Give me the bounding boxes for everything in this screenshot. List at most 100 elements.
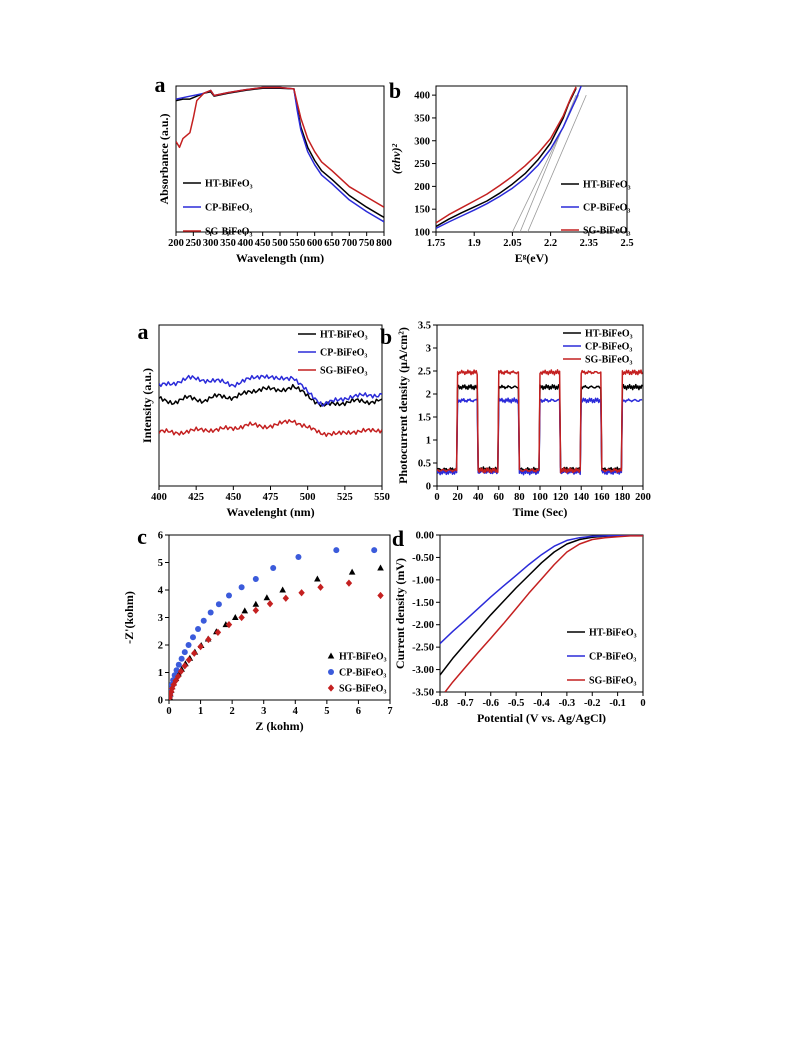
y-axis-label: -Z'(kohm) <box>122 591 136 644</box>
plot-frame <box>439 534 644 693</box>
x-tick-label: 140 <box>573 492 589 503</box>
plot-area <box>436 86 587 232</box>
legend-label: SG-BiFeO₃ <box>339 684 386 695</box>
x-tick-label: 750 <box>359 238 375 249</box>
panel-label: a <box>138 319 149 344</box>
legend-label: SG-BiFeO₃ <box>205 227 252 238</box>
y-tick-label: -3.50 <box>412 688 434 699</box>
x-tick-label: 650 <box>324 238 340 249</box>
legend-label: HT-BiFeO₃ <box>320 330 368 341</box>
x-tick-label: 7 <box>387 706 392 717</box>
y-tick-label: 200 <box>414 182 430 193</box>
y-tick-label: 0 <box>426 482 431 493</box>
x-tick-label: -0.4 <box>533 698 550 709</box>
data-point <box>215 601 222 608</box>
x-tick-label: 0 <box>434 492 439 503</box>
x-axis-label: Eᵍ(eV) <box>515 251 549 265</box>
x-tick-label: 3 <box>261 706 266 717</box>
x-tick-label: 2.2 <box>544 238 557 249</box>
data-point <box>241 607 249 614</box>
panel-label: b <box>380 324 392 349</box>
y-axis-label: Absorbance (a.u.) <box>157 113 171 204</box>
data-point <box>178 655 185 662</box>
series-line <box>437 369 643 474</box>
series-line <box>159 374 382 407</box>
x-tick-label: 250 <box>185 238 201 249</box>
x-tick-label: 350 <box>220 238 236 249</box>
y-tick-label: 6 <box>158 531 163 542</box>
legend-label: SG-BiFeO₃ <box>320 366 367 377</box>
x-tick-label: 400 <box>151 492 167 503</box>
x-axis-label: Z (kohm) <box>255 719 303 733</box>
data-point <box>175 661 182 668</box>
chart-pl: 400 425 450 475 500 525 550 Wavelenght (nm) Inte… <box>138 319 390 519</box>
legend-label: CP-BiFeO₃ <box>205 203 252 214</box>
legend-label: HT-BiFeO₃ <box>583 180 631 191</box>
legend-label: CP-BiFeO₃ <box>585 342 632 353</box>
y-tick-label: 400 <box>414 91 430 102</box>
y-tick-label: 2 <box>158 641 163 652</box>
y-axis-label: Photocurrent density (μA/cm²) <box>396 327 410 484</box>
x-tick-label: -0.3 <box>559 698 576 709</box>
x-tick-label: 500 <box>300 492 316 503</box>
x-tick-label: 400 <box>237 238 253 249</box>
x-tick-label: 550 <box>289 238 305 249</box>
plot-area <box>169 547 384 700</box>
legend-label: HT-BiFeO₃ <box>589 628 637 639</box>
data-point <box>185 642 192 648</box>
data-point <box>225 621 233 629</box>
y-tick-label: 350 <box>414 113 430 124</box>
panel-label: a <box>155 72 166 97</box>
y-tick-label: 2 <box>426 390 431 401</box>
data-point <box>377 564 384 571</box>
data-point <box>333 547 340 554</box>
x-axis-label: Time (Sec) <box>513 505 568 519</box>
plot-area <box>440 535 643 692</box>
plot-area <box>437 369 643 476</box>
x-axis-label: Potential (V vs. Ag/AgCl) <box>477 711 606 725</box>
y-tick-label: -2.00 <box>412 620 434 631</box>
x-tick-label: 40 <box>473 492 484 503</box>
x-tick-label: 180 <box>615 492 631 503</box>
x-tick-label: 450 <box>225 492 241 503</box>
x-tick-label: 2.5 <box>620 238 633 249</box>
y-tick-label: 3 <box>158 613 163 624</box>
x-axis-label: Wavelength (nm) <box>236 251 324 265</box>
data-point <box>172 677 179 685</box>
x-tick-label: 160 <box>594 492 610 503</box>
x-tick-label: 525 <box>337 492 353 503</box>
y-tick-label: -3.00 <box>412 665 434 676</box>
y-tick-label: -1.00 <box>412 575 434 586</box>
y-tick-label: 1 <box>426 436 431 447</box>
x-tick-label: 1.75 <box>427 238 445 249</box>
x-tick-label: -0.5 <box>508 698 525 709</box>
data-point <box>377 591 384 600</box>
data-point <box>225 592 232 599</box>
plot-frame <box>435 85 628 233</box>
y-tick-label: 100 <box>414 228 430 239</box>
data-point <box>252 600 260 607</box>
x-tick-label: 5 <box>324 706 329 717</box>
legend-label: CP-BiFeO₃ <box>339 668 386 679</box>
x-tick-label: -0.1 <box>609 698 626 709</box>
x-tick-label: 120 <box>553 492 569 503</box>
plot-area <box>176 86 384 223</box>
x-tick-label: -0.2 <box>584 698 601 709</box>
legend-label: SG-BiFeO₃ <box>583 226 630 237</box>
x-tick-label: 0 <box>166 706 171 717</box>
data-point <box>185 656 193 664</box>
legend-label: CP-BiFeO₃ <box>583 203 630 214</box>
data-point <box>317 583 324 591</box>
series-line <box>159 419 382 438</box>
chart-eis: 0 1 2 3 4 5 6 7 0 1 2 3 4 5 6 Z (kohm) -Z'(kohm) c HT-BiFe… <box>122 524 393 733</box>
data-point <box>345 579 353 587</box>
data-point <box>282 594 290 602</box>
y-tick-label: 0.00 <box>416 531 434 542</box>
x-tick-label: -0.7 <box>457 698 474 709</box>
x-tick-label: 200 <box>635 492 651 503</box>
data-point <box>170 681 177 689</box>
chart-tauc: 1.75 1.9 2.05 2.2 2.35 2.5 100 150 200 250 300 350 4… <box>389 78 634 265</box>
x-tick-label: 2 <box>230 706 235 717</box>
chart-lsv: -0.8 -0.7 -0.6 -0.5 -0.4 -0.3 -0.2 -0.1 0 0.00 -0.… <box>392 526 646 725</box>
x-axis-label: Wavelenght (nm) <box>226 505 314 519</box>
